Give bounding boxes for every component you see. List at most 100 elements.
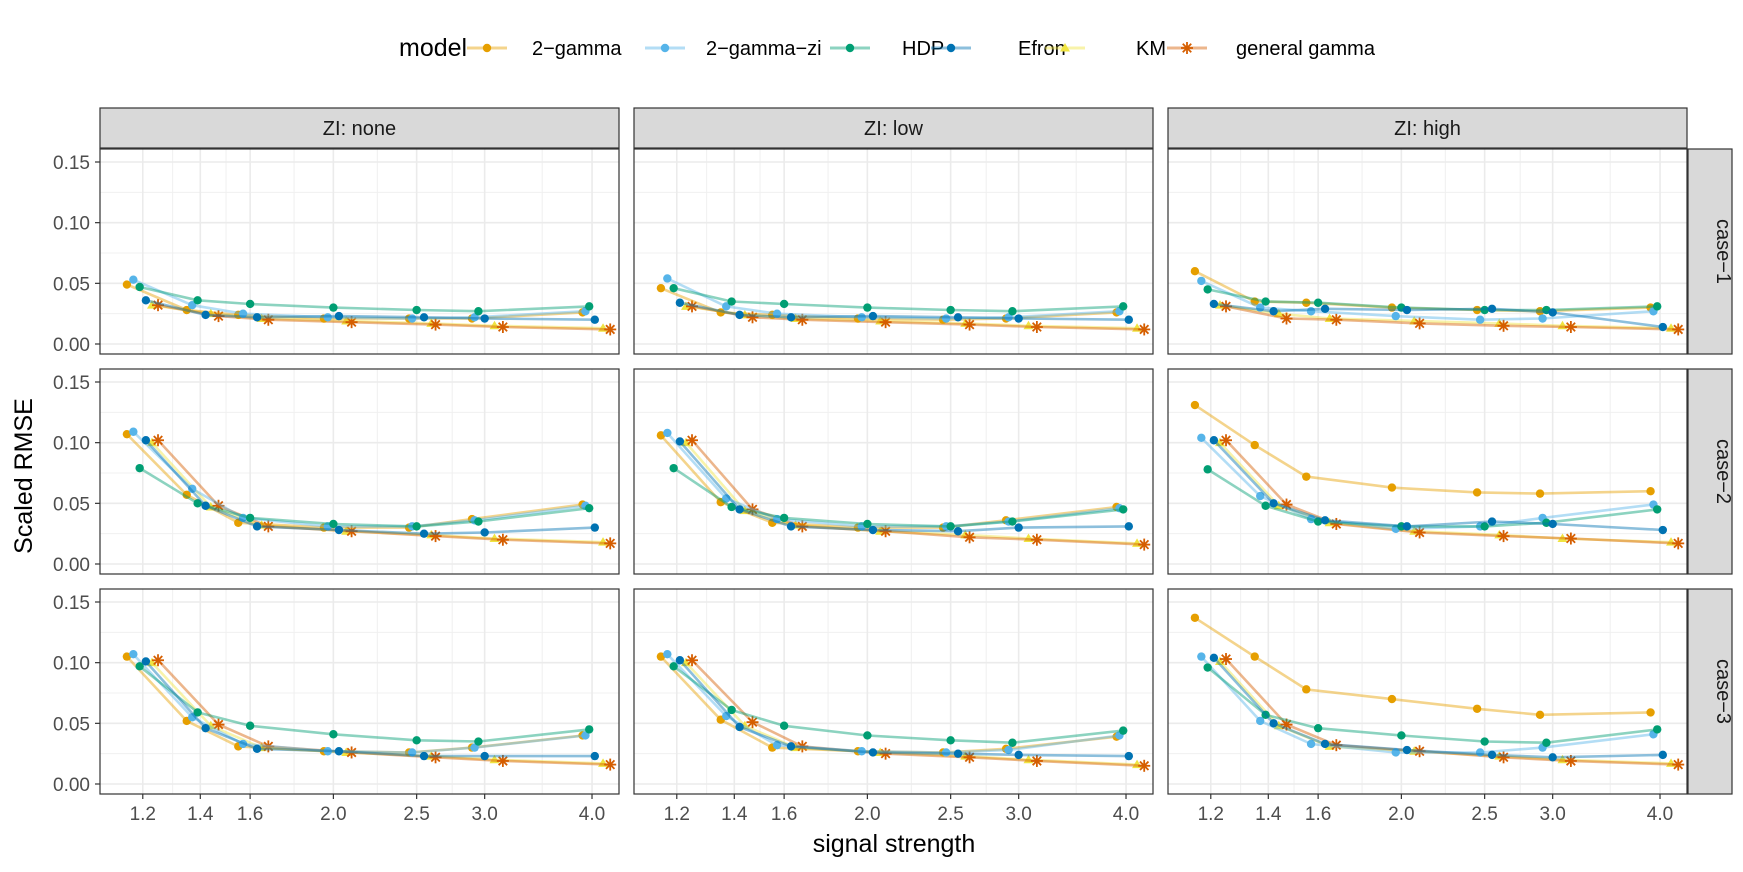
- data-point-general-gamma-stroke-3: [263, 314, 274, 325]
- data-point-general-gamma: [152, 299, 165, 312]
- panel-border: [1167, 148, 1688, 355]
- data-point-2-gamma-zi: [581, 731, 590, 740]
- data-point-general-gamma-stroke-3: [213, 500, 224, 511]
- panel-r2-c1: [99, 368, 620, 575]
- data-point-2-gamma: [656, 431, 666, 440]
- data-point-general-gamma: [963, 751, 976, 764]
- y-tick-label: 0.10: [53, 434, 90, 455]
- x-tick-label: 2.5: [1471, 804, 1497, 825]
- y-tick-label: 0.15: [53, 593, 90, 614]
- data-point-general-gamma: [879, 316, 892, 329]
- data-point-general-gamma: [212, 499, 225, 512]
- panel-background: [634, 149, 1153, 354]
- data-point-hdp: [1480, 522, 1489, 531]
- data-point-2-gamma-zi: [1391, 748, 1400, 757]
- series-efron: [1209, 653, 1668, 762]
- series-hdp: [135, 463, 594, 531]
- data-point-general-gamma-stroke-3: [1414, 527, 1425, 538]
- data-point-2-gamma: [1190, 267, 1200, 276]
- data-point-efron: [590, 315, 600, 324]
- data-point-2-gamma: [1646, 708, 1655, 717]
- series-efron: [141, 436, 600, 538]
- x-tick-label: 2.0: [854, 804, 880, 825]
- legend-marker-general-gamma: [1181, 42, 1193, 54]
- data-point-efron: [1320, 516, 1330, 525]
- data-point-efron: [675, 656, 685, 665]
- data-point-hdp: [193, 499, 202, 508]
- data-point-general-gamma: [345, 316, 358, 329]
- data-point-efron: [1548, 308, 1557, 317]
- y-axes: 0.00 0.05 0.10 0.15 0.00 0.05 0.10 0.15 0.00 0.05…: [53, 153, 100, 796]
- data-point-hdp: [727, 705, 736, 715]
- data-point-efron: [141, 436, 151, 445]
- data-point-general-gamma: [1413, 745, 1426, 758]
- data-point-general-gamma: [879, 525, 892, 538]
- data-point-2-gamma: [1387, 483, 1397, 492]
- data-point-efron: [1014, 750, 1023, 760]
- data-point-km: [1273, 308, 1284, 318]
- data-point-2-gamma-zi: [722, 302, 731, 311]
- data-point-hdp: [1261, 710, 1270, 720]
- data-point-2-gamma-zi: [1306, 307, 1316, 316]
- x-tick-label: 2.0: [1388, 804, 1414, 825]
- panel-gridlines: [100, 369, 619, 574]
- y-tick-label: 0.05: [53, 274, 90, 295]
- data-point-general-gamma: [686, 434, 699, 447]
- data-point-efron: [1548, 753, 1557, 762]
- data-point-efron: [1209, 653, 1219, 663]
- data-point-general-gamma: [1672, 323, 1685, 336]
- data-point-hdp: [1653, 725, 1662, 734]
- data-point-general-gamma: [796, 313, 809, 326]
- x-axis-title: signal strength: [813, 830, 976, 858]
- row-strips: case−1 case−2 case−3: [1687, 148, 1734, 795]
- data-point-2-gamma-zi: [1391, 311, 1400, 321]
- data-point-hdp: [1480, 737, 1489, 746]
- data-point-general-gamma: [1564, 532, 1577, 545]
- series-2-gamma-zi: [1197, 652, 1658, 757]
- data-point-general-gamma-stroke-3: [1281, 313, 1292, 324]
- data-point-general-gamma: [1330, 517, 1343, 530]
- data-point-2-gamma: [122, 652, 132, 661]
- data-point-2-gamma-zi: [188, 300, 197, 310]
- series-2-gamma-zi: [1197, 276, 1658, 324]
- data-point-hdp: [193, 296, 202, 305]
- data-point-general-gamma-stroke-3: [687, 301, 697, 312]
- series-efron: [675, 298, 1134, 324]
- data-point-general-gamma-stroke-3: [1498, 531, 1509, 541]
- y-axis-row-3: 0.00 0.05 0.10 0.15: [53, 593, 100, 796]
- panel-background: [100, 589, 619, 794]
- data-point-hdp: [1261, 501, 1270, 510]
- data-point-hdp: [1653, 505, 1662, 514]
- data-point-hdp: [1203, 663, 1212, 672]
- series-hdp: [1203, 663, 1662, 747]
- data-point-efron: [1269, 307, 1278, 316]
- data-point-efron: [675, 437, 685, 446]
- data-point-2-gamma: [1472, 488, 1482, 497]
- data-point-2-gamma: [1535, 307, 1545, 316]
- x-axis-col-2: 1.2 1.4 1.6 2.0 2.5 3.0 4.0: [664, 794, 1139, 825]
- data-point-efron: [201, 723, 210, 733]
- x-tick-label: 1.6: [1305, 804, 1331, 825]
- data-point-general-gamma: [152, 434, 165, 447]
- data-point-general-gamma-stroke-3: [1031, 756, 1042, 766]
- data-point-efron: [953, 313, 963, 322]
- data-point-2-gamma-zi: [323, 313, 332, 322]
- data-point-2-gamma-zi: [188, 713, 197, 722]
- data-point-hdp: [135, 662, 144, 671]
- data-point-hdp: [946, 305, 955, 315]
- data-point-efron: [480, 751, 489, 761]
- panel-r1-c2: [633, 148, 1154, 355]
- data-point-general-gamma: [1564, 754, 1577, 767]
- data-point-general-gamma: [262, 520, 275, 533]
- data-point-general-gamma: [496, 754, 509, 767]
- strip-background: [1687, 588, 1733, 795]
- series-general-gamma: [686, 654, 1151, 772]
- panel-r1-c1: [99, 148, 620, 355]
- data-point-general-gamma-stroke-3: [263, 741, 274, 752]
- y-tick-label: 0.00: [53, 335, 90, 356]
- data-point-efron: [786, 313, 796, 322]
- data-point-general-gamma: [1413, 317, 1426, 330]
- strip-background: [1687, 148, 1733, 355]
- data-point-hdp: [412, 736, 421, 745]
- data-point-hdp: [585, 302, 594, 311]
